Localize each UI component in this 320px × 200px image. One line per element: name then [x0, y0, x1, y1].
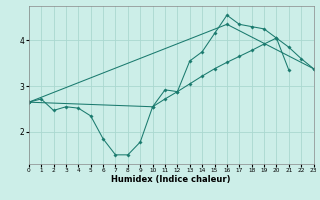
- X-axis label: Humidex (Indice chaleur): Humidex (Indice chaleur): [111, 175, 231, 184]
